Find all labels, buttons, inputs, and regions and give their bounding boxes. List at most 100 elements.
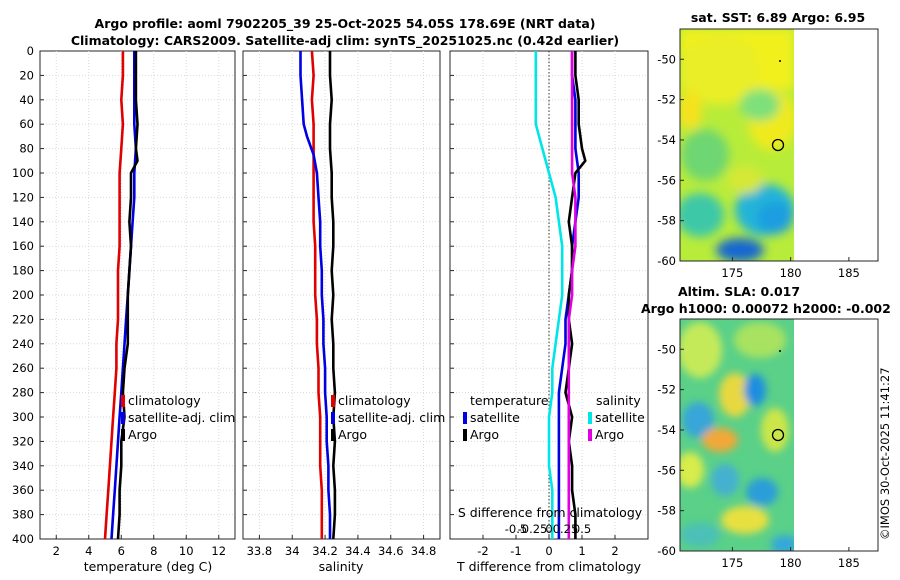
depth-tick-label: 180 bbox=[12, 264, 34, 278]
x-tick-label: 0 bbox=[545, 544, 552, 558]
s-diff-tick-label: 0 bbox=[545, 522, 552, 536]
depth-tick-label: 280 bbox=[12, 386, 34, 400]
series-line-t-argo bbox=[564, 51, 587, 539]
map-y-tick-label: -52 bbox=[657, 93, 676, 107]
sal-legend-label-argo: Argo bbox=[338, 427, 367, 442]
map-y-tick-label: -56 bbox=[657, 173, 676, 187]
sla-map-title-line2: Argo h1000: 0.00072 h2000: -0.002 bbox=[641, 301, 891, 316]
depth-tick-label: 380 bbox=[12, 508, 34, 522]
map-y-tick-label: -58 bbox=[657, 214, 676, 228]
x-tick-label: 34.2 bbox=[312, 544, 338, 558]
depth-tick-label: 360 bbox=[12, 483, 34, 497]
sal-legend-swatch-climatology bbox=[331, 395, 335, 407]
s-diff-tick-label: -0.25 bbox=[518, 522, 548, 536]
legend-swatch-argo bbox=[121, 429, 125, 441]
temperature-panel: 2 4 6 8 10 1202040608010012014016018020022024… bbox=[12, 44, 236, 574]
diff-legend-swatch-t-satellite bbox=[463, 412, 467, 424]
sal-legend-swatch-argo bbox=[331, 429, 335, 441]
map-x-tick-label: 175 bbox=[721, 266, 743, 280]
depth-tick-label: 40 bbox=[19, 93, 34, 107]
x-tick-label: 8 bbox=[150, 544, 157, 558]
sst-map-title: sat. SST: 6.89 Argo: 6.95 bbox=[691, 10, 865, 25]
salinity-plot-frame bbox=[242, 50, 441, 540]
map-y-tick-label: -54 bbox=[657, 423, 676, 437]
salinity-series bbox=[299, 51, 337, 539]
sal-legend-label-satellite: satellite-adj. clim bbox=[338, 410, 445, 425]
depth-tick-label: 0 bbox=[27, 44, 34, 58]
depth-tick-label: 200 bbox=[12, 288, 34, 302]
diff-legend-title-salinity: salinity bbox=[596, 393, 641, 408]
legend-swatch-climatology bbox=[121, 395, 125, 407]
difference-xlabel: T difference from climatology bbox=[456, 559, 642, 574]
legend-label-argo: Argo bbox=[128, 427, 157, 442]
timestamp-watermark: ©IMOS 30-Oct-2025 11:41:27 bbox=[878, 367, 892, 540]
x-tick-label: 6 bbox=[118, 544, 125, 558]
temperature-legend: climatology satellite-adj. clim Argo bbox=[121, 393, 235, 442]
figure-title-line1: Argo profile: aoml 7902205_39 25-Oct-202… bbox=[95, 16, 596, 32]
diff-legend-label-s-argo: Argo bbox=[595, 427, 624, 442]
salinity-grid bbox=[243, 51, 440, 539]
map-y-tick-label: -58 bbox=[657, 504, 676, 518]
x-tick-label: -2 bbox=[477, 544, 488, 558]
sst-map-frame bbox=[679, 28, 879, 262]
series-line-argo bbox=[116, 51, 139, 539]
series-line-satellite-adj-clim bbox=[299, 51, 332, 539]
depth-tick-label: 300 bbox=[12, 410, 34, 424]
x-tick-label: 2 bbox=[53, 544, 60, 558]
diff-legend-swatch-t-argo bbox=[463, 429, 467, 441]
x-tick-label: 34 bbox=[285, 544, 300, 558]
figure-title-line2: Climatology: CARS2009. Satellite-adj cli… bbox=[71, 33, 619, 49]
s-diff-tick-label: 0.25 bbox=[553, 522, 579, 536]
diff-legend-label-t-satellite: satellite bbox=[470, 410, 520, 425]
salinity-xlabel: salinity bbox=[319, 559, 364, 574]
diff-legend-label-t-argo: Argo bbox=[470, 427, 499, 442]
sal-legend-label-climatology: climatology bbox=[338, 393, 411, 408]
temperature-grid bbox=[40, 51, 235, 539]
depth-tick-label: 260 bbox=[12, 361, 34, 375]
series-line-climatology bbox=[310, 51, 324, 539]
sla-map-ticks: 175 180 185 -50 -52 -54 -56 -58 -60 bbox=[657, 342, 860, 570]
diff-legend-swatch-s-argo bbox=[588, 429, 592, 441]
sla-map-frame bbox=[679, 318, 879, 552]
map-y-tick-label: -52 bbox=[657, 383, 676, 397]
map-x-tick-label: 185 bbox=[838, 556, 860, 570]
x-tick-label: 2 bbox=[611, 544, 618, 558]
sla-minor-dot bbox=[779, 350, 781, 352]
depth-tick-label: 400 bbox=[12, 532, 34, 546]
x-tick-label: -1 bbox=[510, 544, 521, 558]
map-y-tick-label: -50 bbox=[657, 52, 676, 66]
difference-series bbox=[534, 51, 587, 539]
x-tick-label: 34.6 bbox=[378, 544, 404, 558]
depth-tick-label: 240 bbox=[12, 337, 34, 351]
sla-map-panel: Altim. SLA: 0.017 Argo h1000: 0.00072 h2… bbox=[641, 284, 891, 570]
map-y-tick-label: -54 bbox=[657, 133, 676, 147]
map-y-tick-label: -50 bbox=[657, 342, 676, 356]
temperature-series bbox=[103, 51, 139, 539]
x-tick-label: 1 bbox=[578, 544, 585, 558]
sst-map-ticks: 175 180 185 -50 -52 -54 -56 -58 -60 bbox=[657, 52, 860, 280]
sst-map-panel: sat. SST: 6.89 Argo: 6.95 175 180 185 -50 -5… bbox=[657, 10, 879, 280]
salinity-panel: 33.8 34 34.2 34.4 34.6 34.8 salinity climatol… bbox=[242, 50, 445, 574]
sst-field bbox=[680, 29, 794, 261]
depth-tick-label: 320 bbox=[12, 434, 34, 448]
sst-minor-dot bbox=[779, 60, 781, 62]
depth-tick-label: 160 bbox=[12, 239, 34, 253]
x-tick-label: 33.8 bbox=[247, 544, 273, 558]
difference-panel: -2 -1 0 1 2-0.5-0.250 0.250.5 S difference fr… bbox=[449, 50, 649, 574]
x-tick-label: 4 bbox=[85, 544, 92, 558]
map-x-tick-label: 180 bbox=[780, 556, 802, 570]
map-x-tick-label: 180 bbox=[780, 266, 802, 280]
difference-legend-temperature: temperature satellite Argo bbox=[463, 393, 549, 442]
x-tick-label: 34.4 bbox=[345, 544, 371, 558]
salinity-ticks: 33.8 34 34.2 34.4 34.6 34.8 bbox=[243, 50, 436, 558]
diff-legend-swatch-s-satellite bbox=[588, 412, 592, 424]
legend-swatch-satellite bbox=[121, 412, 125, 424]
s-diff-tick-label: -0.5 bbox=[505, 522, 527, 536]
sla-map-title-line1: Altim. SLA: 0.017 bbox=[678, 284, 800, 299]
depth-tick-label: 340 bbox=[12, 459, 34, 473]
series-line-argo bbox=[328, 51, 337, 539]
diff-legend-label-s-satellite: satellite bbox=[595, 410, 645, 425]
x-tick-label: 12 bbox=[211, 544, 226, 558]
depth-tick-label: 60 bbox=[19, 117, 34, 131]
